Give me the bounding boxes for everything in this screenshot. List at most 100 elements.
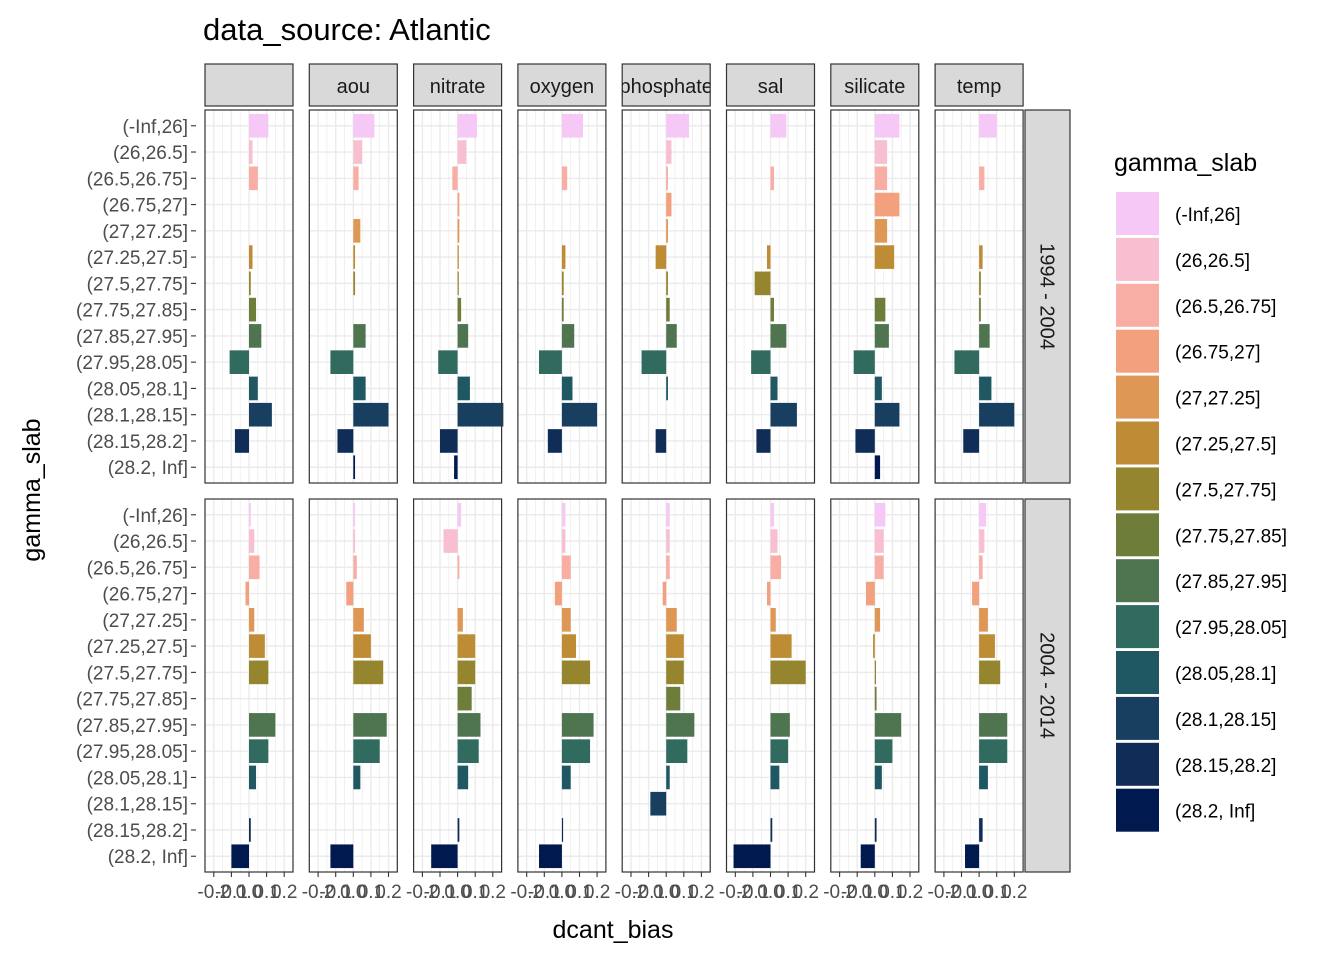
bar <box>874 739 893 763</box>
bar <box>249 555 260 580</box>
bar <box>353 713 387 737</box>
legend-swatch <box>1116 742 1159 786</box>
bar <box>457 140 467 164</box>
bar <box>979 297 981 322</box>
legend-label: (27.25,27.5] <box>1175 435 1276 456</box>
legend-label: (27.85,27.95] <box>1175 572 1287 593</box>
bar <box>457 818 460 842</box>
legend-label: (28.05,28.1] <box>1175 664 1276 685</box>
bar <box>353 529 356 553</box>
bar <box>874 455 881 480</box>
facet-strip-top <box>830 63 920 107</box>
bar <box>756 429 771 453</box>
bar <box>245 581 249 606</box>
bar <box>666 192 672 217</box>
bar <box>353 166 359 191</box>
bar <box>666 634 684 658</box>
bar <box>874 608 881 632</box>
bar <box>353 660 384 685</box>
facet-panels: aou nitrate oxygen phosphate sal silicate temp… <box>76 63 1071 903</box>
bar <box>770 739 789 763</box>
x-tick-label: 0.2 <box>792 882 818 903</box>
bar <box>770 113 787 138</box>
bar <box>457 634 476 658</box>
legend-swatch <box>1116 237 1159 281</box>
legend-label: (27.95,28.05] <box>1175 618 1287 639</box>
bar <box>874 765 882 790</box>
bar <box>855 429 875 453</box>
bar <box>979 660 1001 685</box>
bar <box>353 271 356 296</box>
x-tick-label: 0.1 <box>566 882 592 903</box>
bar <box>443 529 458 553</box>
x-tick-label: -0.1 <box>424 882 457 903</box>
bar <box>874 818 877 842</box>
facet-strip-top <box>204 63 294 107</box>
facet-strip-label: aou <box>337 76 370 98</box>
bar <box>539 350 562 374</box>
bar <box>561 765 571 790</box>
facet-strip-label: nitrate <box>430 76 486 98</box>
bar <box>666 686 681 711</box>
legend: gamma_slab (-Inf,26] (26,26.5] (26.5,26.75… <box>1114 149 1287 832</box>
x-tick-label: 0.2 <box>271 882 297 903</box>
x-tick-label: -0.2 <box>406 882 439 903</box>
bar <box>353 739 380 763</box>
bar <box>666 529 670 553</box>
legend-label: (26.75,27] <box>1175 343 1261 364</box>
legend-swatch <box>1116 513 1159 557</box>
bar <box>249 765 257 790</box>
legend-swatch <box>1116 421 1159 465</box>
x-axis-title: dcant_bias <box>553 916 674 944</box>
bar <box>770 402 797 427</box>
bar <box>249 660 269 685</box>
y-tick-label: (27.5,27.75] <box>87 274 188 295</box>
bar <box>666 297 670 322</box>
bar <box>666 271 668 296</box>
x-tick-label: 0.2 <box>480 882 506 903</box>
bar <box>770 555 782 580</box>
bar <box>547 429 562 453</box>
x-tick-label: -0.1 <box>737 882 770 903</box>
bar <box>561 113 584 138</box>
bar <box>874 113 900 138</box>
bar <box>751 350 771 374</box>
legend-label: (-Inf,26] <box>1175 205 1240 226</box>
y-tick-label: (27.75,27.85] <box>76 301 188 322</box>
bar <box>561 818 564 842</box>
bar <box>561 376 573 401</box>
bar <box>979 271 981 296</box>
bar <box>353 555 357 580</box>
bar <box>346 581 354 606</box>
bar <box>561 634 576 658</box>
bar <box>330 844 354 869</box>
y-tick-label: (-Inf,26] <box>123 117 188 138</box>
y-tick-label: (-Inf,26] <box>123 506 188 527</box>
bar <box>353 455 356 480</box>
bar <box>561 166 568 191</box>
bar <box>353 113 375 138</box>
bar <box>972 581 980 606</box>
y-tick-label: (28.05,28.1] <box>87 379 188 400</box>
legend-label: (26.5,26.75] <box>1175 297 1276 318</box>
bar <box>979 739 1008 763</box>
bar <box>561 608 571 632</box>
bar <box>770 166 775 191</box>
bar <box>979 402 1015 427</box>
bar <box>234 429 249 453</box>
bar <box>457 271 459 296</box>
bar <box>249 608 255 632</box>
x-tick-label: 0.2 <box>1001 882 1027 903</box>
bar <box>249 818 251 842</box>
x-tick-label: 0.1 <box>983 882 1009 903</box>
bar <box>249 324 262 348</box>
bar <box>979 376 992 401</box>
bar <box>874 402 900 427</box>
facet-strip-right <box>1024 109 1071 484</box>
bar <box>457 765 469 790</box>
bar <box>853 350 875 374</box>
facet-strip-row-label: 1994 - 2004 <box>1036 243 1058 350</box>
bar <box>666 324 677 348</box>
y-tick-label: (28.2, Inf] <box>108 458 188 479</box>
bar <box>457 713 481 737</box>
